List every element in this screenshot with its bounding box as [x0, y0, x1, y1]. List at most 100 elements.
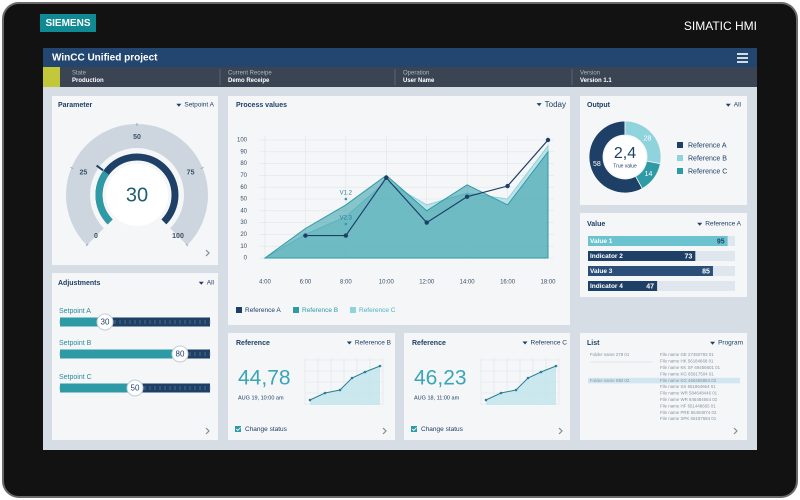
gauge-tick [200, 166, 204, 170]
point [505, 183, 510, 189]
brand: SIEMENS [45, 18, 90, 29]
donut-segment [588, 120, 643, 194]
file-name: File name SS 651864664 01 [660, 384, 716, 389]
gauge-value-arc [95, 170, 113, 225]
chevron[interactable] [205, 249, 210, 257]
y-tick-label: 90 [240, 149, 247, 155]
slider-knob[interactable] [126, 379, 144, 397]
checkbox[interactable] [235, 426, 241, 432]
point [303, 233, 308, 238]
panel-selector[interactable]: Program [718, 340, 743, 347]
slider-knob[interactable] [96, 313, 114, 331]
legend-label: Reference A [688, 142, 727, 149]
gauge-tick-label: 0 [94, 233, 98, 240]
slider-value: 30 [101, 318, 110, 327]
panel-selector[interactable]: Today [545, 100, 566, 109]
point [384, 175, 389, 180]
reference-date: AUG 18, 11:00 am [414, 395, 460, 401]
status-label: Version [580, 71, 600, 77]
gauge-value: 30 [126, 184, 148, 206]
reference-value: 44,78 [238, 367, 291, 390]
gauge-tick [185, 243, 189, 247]
slider-label: Setpoint A [59, 308, 91, 315]
menu-button[interactable] [737, 53, 748, 63]
spark-line [485, 365, 557, 401]
status-indicator [43, 67, 60, 87]
point [545, 137, 551, 143]
chevron[interactable] [733, 427, 738, 435]
file-name: File name KG 468456884 02 [660, 378, 717, 383]
spark-point [308, 398, 312, 402]
bar [588, 251, 696, 261]
slider-value: 50 [131, 384, 140, 393]
panel-selector[interactable]: Reference B [355, 340, 391, 347]
status-label: Current Receipe [228, 71, 272, 77]
spark-point [514, 388, 518, 392]
folder-name: Folder name INB 02 [590, 378, 630, 383]
panel-selector[interactable]: All [734, 102, 742, 109]
checkbox-tick [411, 427, 417, 432]
x-tick-label: 8:00 [340, 280, 352, 286]
file-name: File name HK 56184668 01 [660, 359, 714, 364]
reference-value: 46,23 [414, 367, 467, 390]
dropdown-caret [710, 341, 716, 345]
bar-label: Value 1 [590, 238, 613, 245]
y-tick-label: 0 [244, 256, 248, 262]
panel-selector[interactable]: All [207, 280, 215, 287]
project-title: WinCC Unified project [52, 53, 158, 64]
point [343, 233, 349, 238]
x-tick-label: 10:00 [379, 280, 395, 286]
file-name: File name KG 65817504 01 [660, 371, 714, 376]
checkbox-label: Change status [245, 426, 288, 433]
chevron[interactable] [382, 427, 387, 435]
gauge-tick-label: 50 [133, 134, 141, 141]
bar-value: 73 [685, 253, 693, 260]
legend-label: Reference A [245, 307, 281, 314]
point [424, 220, 429, 225]
spark-point [554, 364, 558, 368]
point [464, 194, 470, 199]
dropdown-caret [536, 103, 542, 107]
panel [580, 333, 747, 440]
brand-box [40, 14, 96, 32]
slider-knob[interactable] [171, 345, 189, 363]
y-tick-label: 20 [240, 232, 247, 238]
spark-point [539, 370, 543, 374]
file-name: File name WR 845484564 02 [660, 397, 718, 402]
status-bar [43, 67, 757, 87]
donut-hole [604, 136, 646, 178]
legend-swatch [350, 307, 356, 313]
gauge-tick-label: 25 [80, 170, 88, 177]
donut-segment [635, 160, 661, 190]
file-name: File name SPK 65187584 01 [660, 416, 717, 421]
legend-swatch [677, 168, 683, 174]
legend-label: Reference B [688, 155, 727, 162]
annotation: V2.3 [340, 216, 353, 222]
y-tick-label: 100 [237, 138, 248, 144]
gauge-tick [70, 166, 74, 170]
legend-label: Reference C [359, 307, 396, 314]
panel-title: Output [587, 102, 611, 109]
spark-point [484, 398, 488, 402]
panel-selector[interactable]: Reference C [531, 340, 568, 347]
chevron[interactable] [558, 427, 563, 435]
donut-value: 58 [593, 161, 601, 168]
checkbox[interactable] [411, 426, 417, 432]
panel-selector[interactable]: Setpoint A [184, 102, 214, 109]
panel-title: Parameter [58, 102, 93, 109]
slider-fill [60, 349, 180, 359]
x-tick-label: 6:00 [300, 280, 312, 286]
legend-swatch [677, 155, 683, 161]
panel-selector[interactable]: Reference A [705, 221, 741, 228]
area [263, 150, 549, 259]
status-value: Demo Receipe [228, 78, 270, 84]
x-tick-label: 12:00 [419, 280, 435, 286]
list-highlight[interactable] [588, 377, 740, 384]
dropdown-caret [346, 341, 352, 345]
spark-point [338, 388, 342, 392]
y-tick-label: 30 [240, 220, 247, 226]
x-tick-label: 4:00 [259, 280, 271, 286]
chevron[interactable] [205, 427, 210, 435]
spark-point [363, 370, 367, 374]
panel-title: List [587, 340, 600, 347]
